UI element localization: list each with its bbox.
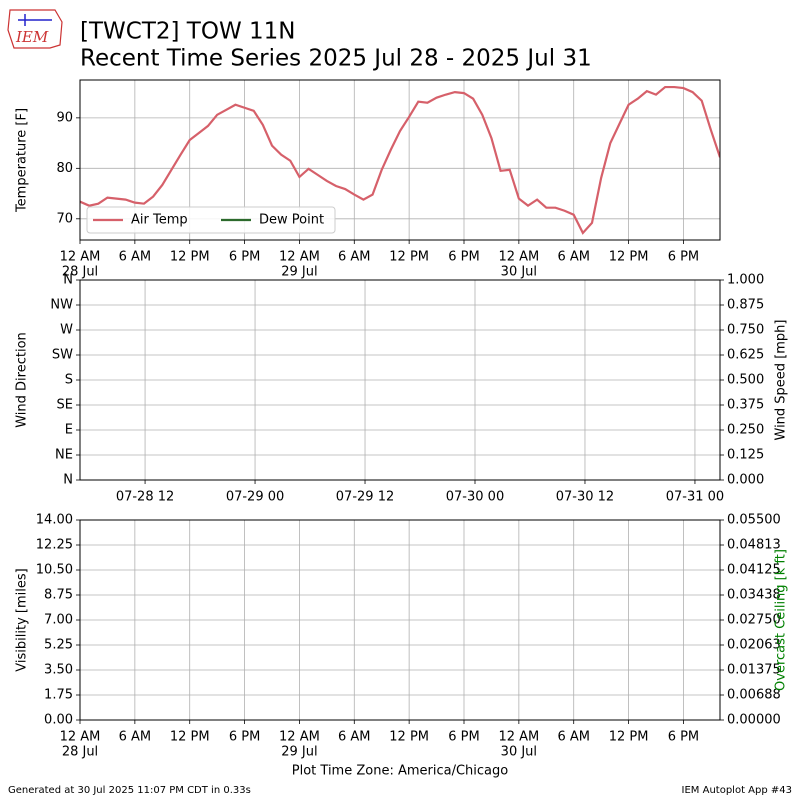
- x-date-label: 29 Jul: [281, 745, 317, 760]
- y2-tick-label: 0.125: [727, 448, 764, 463]
- plot-frame: [79, 79, 721, 241]
- y2-tick-label: 0.250: [727, 423, 764, 438]
- x-tick-label: 12 AM: [498, 250, 539, 265]
- y-tick-label: 90: [56, 110, 73, 125]
- x-tick-label: 6 PM: [448, 250, 479, 265]
- x-tick-label: 07-29 00: [226, 490, 284, 505]
- x-date-label: 28 Jul: [62, 745, 98, 760]
- y-axis-label: Temperature [F]: [15, 108, 30, 213]
- y2-tick-label: 0.00000: [727, 713, 781, 728]
- logo-text: IEM: [15, 28, 49, 46]
- x-tick-label: 12 AM: [60, 730, 101, 745]
- x-tick-label: 6 PM: [229, 250, 260, 265]
- y2-tick-label: 0.05500: [727, 513, 781, 528]
- x-tick-label: 6 AM: [557, 730, 590, 745]
- x-date-label: 30 Jul: [501, 265, 537, 280]
- x-tick-label: 6 PM: [668, 730, 699, 745]
- x-tick-label: 07-30 00: [446, 490, 504, 505]
- x-tick-label: 12 PM: [389, 250, 429, 265]
- x-tick-label: 12 AM: [60, 250, 101, 265]
- y-tick-label: W: [60, 323, 73, 338]
- footer-generated: Generated at 30 Jul 2025 11:07 PM CDT in…: [8, 785, 251, 796]
- y-tick-label: E: [65, 423, 73, 438]
- y2-tick-label: 0.000: [727, 473, 764, 488]
- y2-tick-label: 0.04813: [727, 538, 781, 553]
- y-tick-label: 10.50: [36, 563, 73, 578]
- x-tick-label: 12 PM: [170, 250, 210, 265]
- x-tick-label: 6 AM: [119, 730, 152, 745]
- y2-tick-label: 0.00688: [727, 688, 781, 703]
- x-date-label: 30 Jul: [501, 745, 537, 760]
- y-tick-label: 14.00: [36, 513, 73, 528]
- x-tick-label: 12 PM: [170, 730, 210, 745]
- y-tick-label: 3.50: [44, 663, 73, 678]
- y-tick-label: SW: [52, 348, 73, 363]
- legend-label: Air Temp: [131, 213, 188, 228]
- y2-tick-label: 0.750: [727, 323, 764, 338]
- y-tick-label: 80: [56, 161, 73, 176]
- x-tick-label: 12 PM: [609, 730, 649, 745]
- y2-tick-label: 0.625: [727, 348, 764, 363]
- y2-tick-label: 0.875: [727, 298, 764, 313]
- plot-frame: [79, 519, 721, 721]
- x-tick-label: 6 AM: [119, 250, 152, 265]
- x-tick-label: 6 AM: [338, 250, 371, 265]
- y-tick-label: SE: [57, 398, 73, 413]
- y2-tick-label: 0.375: [727, 398, 764, 413]
- x-tick-label: 07-31 00: [666, 490, 724, 505]
- y2-tick-label: 1.000: [727, 273, 764, 288]
- x-tick-label: 12 PM: [609, 250, 649, 265]
- y2-tick-label: 0.02750: [727, 613, 781, 628]
- subtitle: Recent Time Series 2025 Jul 28 - 2025 Ju…: [80, 46, 592, 72]
- y2-tick-label: 0.04125: [727, 563, 781, 578]
- y-tick-label: N: [63, 273, 73, 288]
- y-tick-label: 12.25: [36, 538, 73, 553]
- x-tick-label: 6 PM: [229, 730, 260, 745]
- y-axis-label: Wind Direction: [15, 332, 30, 428]
- x-date-label: 28 Jul: [62, 265, 98, 280]
- x-date-label: 29 Jul: [281, 265, 317, 280]
- x-tick-label: 12 AM: [498, 730, 539, 745]
- y-tick-label: NW: [50, 298, 73, 313]
- y-tick-label: S: [65, 373, 73, 388]
- legend-box: [86, 206, 336, 234]
- x-axis-label: Plot Time Zone: America/Chicago: [292, 764, 508, 779]
- y2-tick-label: 0.01375: [727, 663, 781, 678]
- y-tick-label: 70: [56, 211, 73, 226]
- legend-label: Dew Point: [259, 213, 324, 228]
- y-tick-label: 7.00: [44, 613, 73, 628]
- legend: Air Temp Dew Point: [86, 206, 336, 234]
- title: [TWCT2] TOW 11N: [80, 19, 295, 45]
- y-tick-label: 0.00: [44, 713, 73, 728]
- y2-axis-label: Overcast Ceiling [k ft]: [774, 549, 789, 691]
- y-tick-label: 8.75: [44, 588, 73, 603]
- x-tick-label: 12 PM: [389, 730, 429, 745]
- x-tick-label: 6 PM: [448, 730, 479, 745]
- x-tick-label: 07-28 12: [116, 490, 174, 505]
- x-tick-label: 6 AM: [557, 250, 590, 265]
- x-tick-label: 12 AM: [279, 250, 320, 265]
- series-line: [80, 85, 720, 235]
- logo: IEM: [7, 9, 63, 49]
- y-tick-label: N: [63, 473, 73, 488]
- plot-frame: [79, 279, 721, 481]
- y-tick-label: 1.75: [44, 688, 73, 703]
- y2-tick-label: 0.02063: [727, 638, 781, 653]
- footer-app: IEM Autoplot App #43: [682, 785, 792, 796]
- x-tick-label: 07-29 12: [336, 490, 394, 505]
- y-tick-label: 5.25: [44, 638, 73, 653]
- x-tick-label: 07-30 12: [556, 490, 614, 505]
- y2-tick-label: 0.500: [727, 373, 764, 388]
- x-tick-label: 6 AM: [338, 730, 371, 745]
- y-tick-label: NE: [55, 448, 73, 463]
- x-tick-label: 6 PM: [668, 250, 699, 265]
- y2-axis-label: Wind Speed [mph]: [774, 320, 789, 441]
- x-tick-label: 12 AM: [279, 730, 320, 745]
- y-axis-label: Visibility [miles]: [15, 568, 30, 671]
- y2-tick-label: 0.03438: [727, 588, 781, 603]
